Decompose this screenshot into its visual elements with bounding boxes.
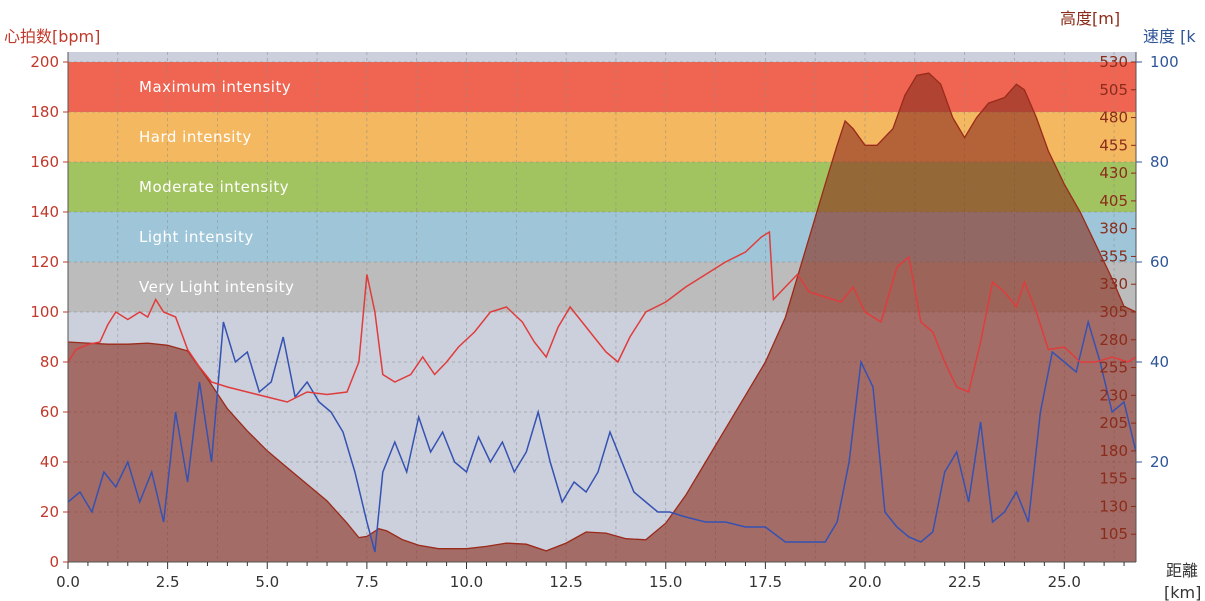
speed-line [68, 319, 1136, 553]
x-axis-title-2: [km] [1164, 583, 1201, 601]
alt-tick-label-3: 180 [1099, 442, 1128, 460]
altitude-area [68, 73, 1136, 562]
alt-axis-title: 高度[m] [1060, 9, 1120, 28]
alt-tick-label-17: 530 [1099, 53, 1128, 71]
alt-tick-label-1: 130 [1099, 497, 1128, 515]
x-tick-label-3: 7.5 [355, 573, 379, 591]
x-tick-label-7: 17.5 [749, 573, 782, 591]
speed-tick-label-4: 100 [1150, 53, 1179, 71]
hr-tick-label-1: 20 [40, 503, 59, 521]
hr-tick-label-2: 40 [40, 453, 59, 471]
x-axis-title-1: 距離 [1166, 561, 1198, 580]
alt-tick-label-13: 430 [1099, 164, 1128, 182]
alt-tick-label-8: 305 [1099, 303, 1128, 321]
speed-tick-label-0: 20 [1150, 453, 1169, 471]
alt-tick-label-5: 230 [1099, 386, 1128, 404]
hr-tick-label-10: 200 [30, 53, 59, 71]
axes: 0 20 40 60 80 100 120 140 160 180 200 105 130 155 180 2… [30, 52, 1179, 591]
alt-tick-label-14: 455 [1099, 136, 1128, 154]
alt-tick-label-16: 505 [1099, 81, 1128, 99]
zone-labels: Very Light intensity Light intensity Moder… [139, 78, 294, 296]
x-tick-label-9: 22.5 [948, 573, 981, 591]
x-tick-label-5: 12.5 [549, 573, 582, 591]
zone-label-2: Moderate intensity [139, 178, 289, 196]
speed-tick-label-1: 40 [1150, 353, 1169, 371]
x-tick-label-8: 20.0 [848, 573, 881, 591]
hr-tick-label-9: 180 [30, 103, 59, 121]
x-tick-label-6: 15.0 [649, 573, 682, 591]
alt-tick-label-10: 355 [1099, 247, 1128, 265]
zone-band-4 [68, 62, 1136, 112]
alt-tick-label-4: 205 [1099, 414, 1128, 432]
speed-tick-label-3: 80 [1150, 153, 1169, 171]
x-tick-label-1: 2.5 [156, 573, 180, 591]
zone-label-0: Very Light intensity [139, 278, 294, 296]
hr-tick-label-5: 100 [30, 303, 59, 321]
hr-tick-label-8: 160 [30, 153, 59, 171]
hr-tick-label-0: 0 [49, 553, 59, 571]
alt-tick-label-11: 380 [1099, 220, 1128, 238]
heart-rate-line [68, 230, 1136, 403]
alt-tick-label-6: 255 [1099, 359, 1128, 377]
hr-tick-label-7: 140 [30, 203, 59, 221]
speed-tick-label-2: 60 [1150, 253, 1169, 271]
alt-tick-label-7: 280 [1099, 331, 1128, 349]
hr-tick-label-6: 120 [30, 253, 59, 271]
zone-label-1: Light intensity [139, 228, 254, 246]
x-tick-label-2: 5.0 [255, 573, 279, 591]
x-tick-label-4: 10.0 [450, 573, 483, 591]
altitude-line [68, 72, 1136, 552]
x-tick-label-10: 25.0 [1048, 573, 1081, 591]
alt-tick-label-9: 330 [1099, 275, 1128, 293]
speed-axis-title: 速度 [k [1143, 27, 1196, 46]
alt-tick-label-15: 480 [1099, 109, 1128, 127]
alt-tick-label-0: 105 [1099, 525, 1128, 543]
zone-label-4: Maximum intensity [139, 78, 291, 96]
zone-label-3: Hard intensity [139, 128, 252, 146]
x-tick-label-0: 0.0 [56, 573, 80, 591]
alt-tick-label-2: 155 [1099, 470, 1128, 488]
hr-tick-label-4: 80 [40, 353, 59, 371]
alt-tick-label-12: 405 [1099, 192, 1128, 210]
series-layer [68, 72, 1136, 562]
hr-tick-label-3: 60 [40, 403, 59, 421]
hr-axis-title: 心拍数[bpm] [4, 27, 100, 46]
